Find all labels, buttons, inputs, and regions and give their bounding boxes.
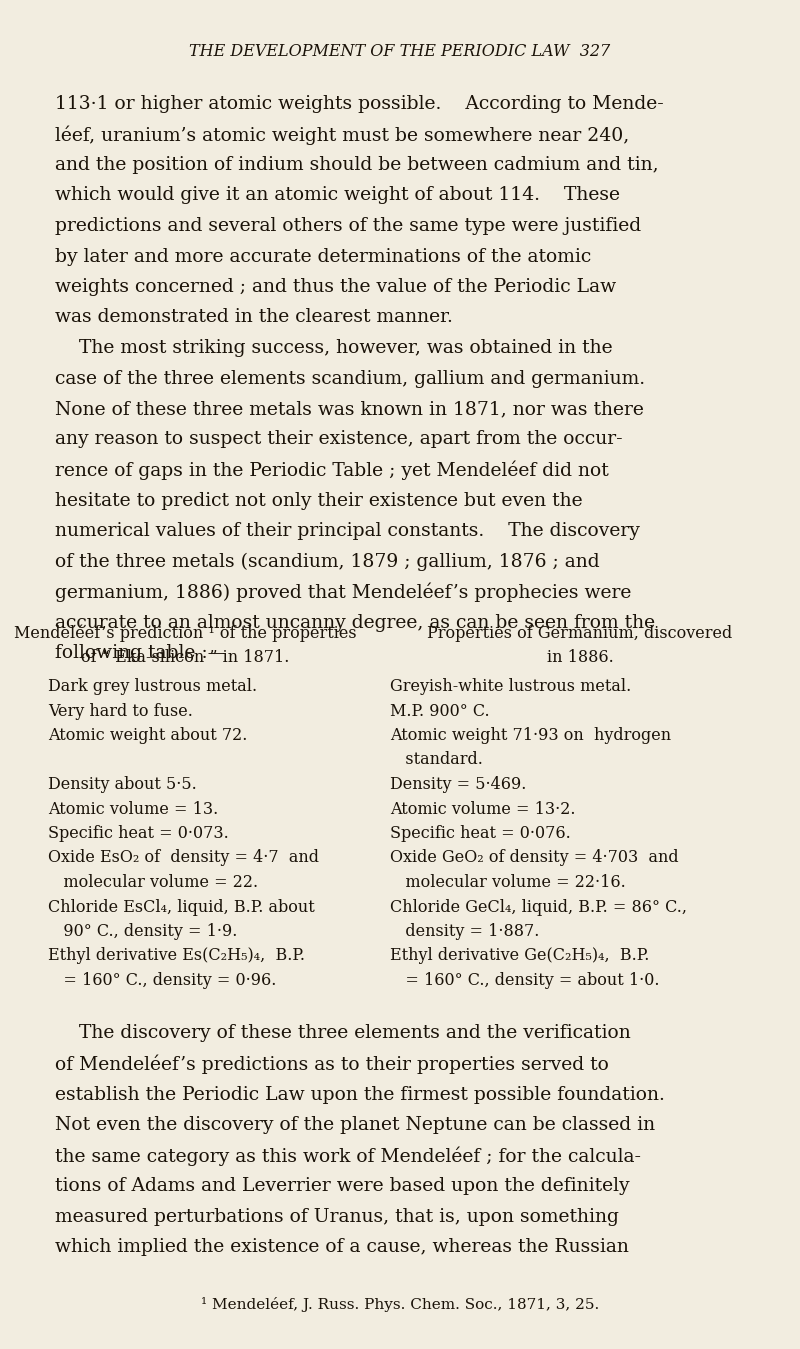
Text: Oxide EsO₂ of  density = 4·7  and: Oxide EsO₂ of density = 4·7 and bbox=[48, 850, 319, 866]
Text: Density = 5·469.: Density = 5·469. bbox=[390, 776, 526, 793]
Text: léef, uranium’s atomic weight must be somewhere near 240,: léef, uranium’s atomic weight must be so… bbox=[55, 125, 630, 144]
Text: Density about 5·5.: Density about 5·5. bbox=[48, 776, 197, 793]
Text: Atomic weight about 72.: Atomic weight about 72. bbox=[48, 727, 247, 745]
Text: measured perturbations of Uranus, that is, upon something: measured perturbations of Uranus, that i… bbox=[55, 1207, 619, 1225]
Text: by later and more accurate determinations of the atomic: by later and more accurate determination… bbox=[55, 247, 591, 266]
Text: and the position of indium should be between cadmium and tin,: and the position of indium should be bet… bbox=[55, 156, 658, 174]
Text: Specific heat = 0·076.: Specific heat = 0·076. bbox=[390, 826, 570, 842]
Text: Dark grey lustrous metal.: Dark grey lustrous metal. bbox=[48, 679, 257, 695]
Text: Atomic volume = 13.: Atomic volume = 13. bbox=[48, 800, 218, 817]
Text: of “ Eka-silicon ” in 1871.: of “ Eka-silicon ” in 1871. bbox=[81, 649, 289, 666]
Text: any reason to suspect their existence, apart from the occur-: any reason to suspect their existence, a… bbox=[55, 430, 622, 448]
Text: Atomic weight 71·93 on  hydrogen: Atomic weight 71·93 on hydrogen bbox=[390, 727, 671, 745]
Text: germanium, 1886) proved that Mendeléef’s prophecies were: germanium, 1886) proved that Mendeléef’s… bbox=[55, 583, 631, 603]
Text: Atomic volume = 13·2.: Atomic volume = 13·2. bbox=[390, 800, 575, 817]
Text: 90° C., density = 1·9.: 90° C., density = 1·9. bbox=[48, 923, 238, 940]
Text: Mendeléef’s prediction ¹ of the properties: Mendeléef’s prediction ¹ of the properti… bbox=[14, 625, 356, 642]
Text: the same category as this work of Mendeléef ; for the calcula-: the same category as this work of Mendel… bbox=[55, 1147, 641, 1166]
Text: density = 1·887.: density = 1·887. bbox=[390, 923, 539, 940]
Text: accurate to an almost uncanny degree, as can be seen from the: accurate to an almost uncanny degree, as… bbox=[55, 614, 655, 631]
Text: Greyish-white lustrous metal.: Greyish-white lustrous metal. bbox=[390, 679, 631, 695]
Text: Specific heat = 0·073.: Specific heat = 0·073. bbox=[48, 826, 229, 842]
Text: Properties of Germanium, discovered: Properties of Germanium, discovered bbox=[427, 625, 733, 642]
Text: Very hard to fuse.: Very hard to fuse. bbox=[48, 703, 193, 719]
Text: following table :—: following table :— bbox=[55, 643, 226, 662]
Text: case of the three elements scandium, gallium and germanium.: case of the three elements scandium, gal… bbox=[55, 370, 645, 387]
Text: THE DEVELOPMENT OF THE PERIODIC LAW  327: THE DEVELOPMENT OF THE PERIODIC LAW 327 bbox=[190, 43, 610, 61]
Text: which would give it an atomic weight of about 114.    These: which would give it an atomic weight of … bbox=[55, 186, 620, 205]
Text: Ethyl derivative Ge(C₂H₅)₄,  B.P.: Ethyl derivative Ge(C₂H₅)₄, B.P. bbox=[390, 947, 650, 965]
Text: = 160° C., density = 0·96.: = 160° C., density = 0·96. bbox=[48, 973, 276, 989]
Text: numerical values of their principal constants.    The discovery: numerical values of their principal cons… bbox=[55, 522, 640, 540]
Text: of Mendeléef’s predictions as to their properties served to: of Mendeléef’s predictions as to their p… bbox=[55, 1055, 609, 1075]
Text: hesitate to predict not only their existence but even the: hesitate to predict not only their exist… bbox=[55, 491, 582, 510]
Text: molecular volume = 22·16.: molecular volume = 22·16. bbox=[390, 874, 626, 890]
Text: weights concerned ; and thus the value of the Periodic Law: weights concerned ; and thus the value o… bbox=[55, 278, 616, 295]
Text: M.P. 900° C.: M.P. 900° C. bbox=[390, 703, 490, 719]
Text: 113·1 or higher atomic weights possible.    According to Mende-: 113·1 or higher atomic weights possible.… bbox=[55, 94, 664, 113]
Text: tions of Adams and Leverrier were based upon the definitely: tions of Adams and Leverrier were based … bbox=[55, 1176, 630, 1195]
Text: in 1886.: in 1886. bbox=[546, 649, 614, 666]
Text: Ethyl derivative Es(C₂H₅)₄,  B.P.: Ethyl derivative Es(C₂H₅)₄, B.P. bbox=[48, 947, 305, 965]
Text: None of these three metals was known in 1871, nor was there: None of these three metals was known in … bbox=[55, 401, 644, 418]
Text: predictions and several others of the same type were justified: predictions and several others of the sa… bbox=[55, 217, 641, 235]
Text: which implied the existence of a cause, whereas the Russian: which implied the existence of a cause, … bbox=[55, 1238, 629, 1256]
Text: The discovery of these three elements and the verification: The discovery of these three elements an… bbox=[55, 1024, 630, 1043]
Text: = 160° C., density = about 1·0.: = 160° C., density = about 1·0. bbox=[390, 973, 659, 989]
Text: Chloride EsCl₄, liquid, B.P. about: Chloride EsCl₄, liquid, B.P. about bbox=[48, 898, 314, 916]
Text: rence of gaps in the Periodic Table ; yet Mendeléef did not: rence of gaps in the Periodic Table ; ye… bbox=[55, 461, 609, 480]
Text: ¹ Mendeléef, J. Russ. Phys. Chem. Soc., 1871, 3, 25.: ¹ Mendeléef, J. Russ. Phys. Chem. Soc., … bbox=[201, 1296, 599, 1311]
Text: Chloride GeCl₄, liquid, B.P. = 86° C.,: Chloride GeCl₄, liquid, B.P. = 86° C., bbox=[390, 898, 687, 916]
Text: establish the Periodic Law upon the firmest possible foundation.: establish the Periodic Law upon the firm… bbox=[55, 1086, 665, 1103]
Text: Oxide GeO₂ of density = 4·703  and: Oxide GeO₂ of density = 4·703 and bbox=[390, 850, 678, 866]
Text: of the three metals (scandium, 1879 ; gallium, 1876 ; and: of the three metals (scandium, 1879 ; ga… bbox=[55, 553, 600, 571]
Text: The most striking success, however, was obtained in the: The most striking success, however, was … bbox=[55, 339, 613, 357]
Text: standard.: standard. bbox=[390, 751, 483, 769]
Text: was demonstrated in the clearest manner.: was demonstrated in the clearest manner. bbox=[55, 309, 453, 326]
Text: Not even the discovery of the planet Neptune can be classed in: Not even the discovery of the planet Nep… bbox=[55, 1116, 655, 1135]
Text: molecular volume = 22.: molecular volume = 22. bbox=[48, 874, 258, 890]
